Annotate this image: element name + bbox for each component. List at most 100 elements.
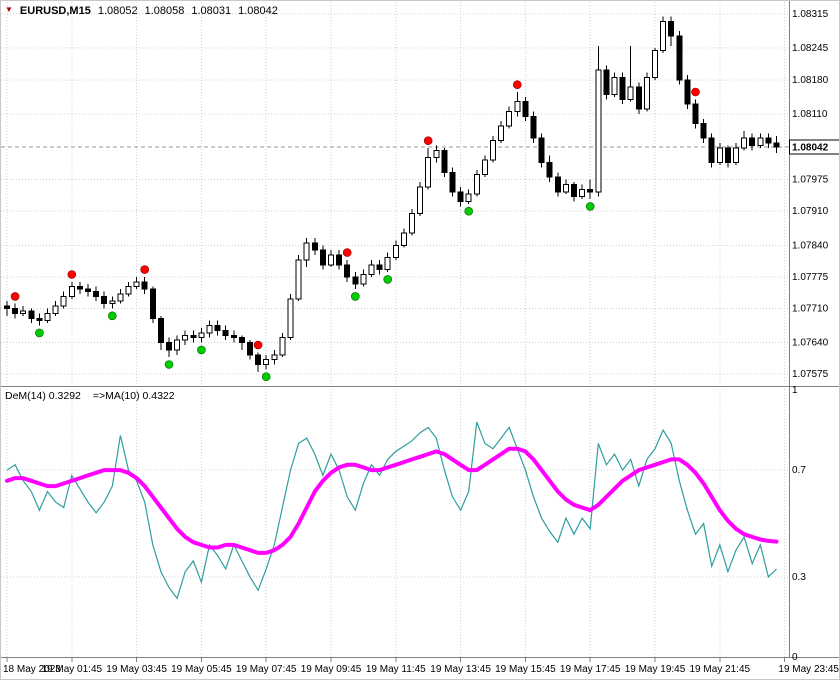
candle-body: [392, 244, 399, 259]
time-axis-label: 19 May 21:45: [689, 664, 750, 675]
candle-body: [522, 101, 529, 117]
candle-body: [700, 123, 707, 139]
candle-body: [384, 257, 391, 271]
candle-body: [109, 300, 116, 305]
signal-dots: [10, 80, 700, 382]
candle-body: [773, 142, 780, 148]
candle-body: [668, 21, 675, 37]
sell-signal-dot: [67, 270, 77, 279]
candle-body: [247, 342, 253, 356]
candle-body: [328, 254, 334, 266]
ma-line: [5, 446, 779, 555]
candle-body: [125, 286, 132, 295]
candle-body: [287, 298, 294, 339]
candle-body: [44, 312, 51, 322]
symbol-marker-icon: ▼: [5, 5, 13, 14]
candle-body: [76, 286, 83, 290]
candle-body: [554, 176, 561, 193]
candle-body: [571, 184, 577, 198]
candle-body: [595, 69, 602, 193]
candle-body: [749, 137, 756, 146]
time-axis-label: 19 May 13:45: [430, 664, 491, 675]
price-axis-label: 1.07710: [792, 304, 829, 315]
symbol-timeframe-label: EURUSD,M15: [19, 5, 91, 17]
candle-body: [214, 325, 221, 331]
candle-body: [352, 276, 359, 285]
candle-body: [457, 191, 464, 203]
candle-body: [4, 305, 10, 310]
candle-body: [538, 137, 545, 164]
candle-body: [643, 76, 650, 110]
sell-signal-dot: [253, 340, 263, 350]
buy-signal-dot: [35, 328, 44, 338]
candle-body: [360, 274, 367, 285]
candle-body: [514, 101, 521, 112]
candle-body: [757, 137, 764, 146]
candle-body: [481, 159, 488, 176]
candle-body: [336, 254, 343, 266]
time-axis-label: 18 May 2023: [3, 664, 61, 675]
candle-body: [295, 259, 302, 300]
candle-body: [660, 21, 667, 52]
candle-body: [579, 188, 586, 198]
buy-signal-dot: [585, 202, 595, 211]
ma-label: =>MA(10) 0.4322: [92, 390, 175, 402]
candle-body: [368, 264, 375, 275]
buy-signal-dot: [383, 275, 393, 284]
candle-body: [530, 115, 537, 139]
candle-body: [465, 193, 472, 202]
candle-body: [12, 308, 19, 314]
sell-signal-dot: [140, 265, 149, 274]
candle-body: [627, 86, 634, 100]
time-axis-label: 19 May 11:45: [366, 664, 426, 675]
candle-body: [433, 149, 440, 159]
candle-body: [157, 317, 164, 344]
time-axis-label: 19 May 15:45: [495, 664, 556, 675]
candle-body: [230, 334, 237, 339]
candle-body: [603, 69, 610, 95]
candle-body: [311, 242, 318, 251]
candle-body: [441, 149, 448, 173]
candle-body: [449, 171, 456, 193]
sell-signal-dot: [423, 136, 433, 145]
open-value: 1.08052: [97, 5, 138, 17]
candle-body: [141, 281, 148, 290]
candle-body: [20, 310, 27, 314]
buy-signal-dot: [197, 345, 206, 355]
candle-body: [635, 86, 642, 110]
candle-body: [765, 137, 772, 144]
current-price-label: 1.08042: [792, 143, 829, 154]
candle-body: [28, 310, 35, 319]
close-value: 1.08042: [238, 5, 278, 17]
time-axis-label: 19 May 03:45: [106, 664, 167, 675]
price-axis-label: 1.08245: [792, 43, 829, 54]
candle-body: [60, 295, 67, 307]
candle-body: [676, 35, 683, 81]
demarker-label: DeM(14) 0.3292: [5, 390, 81, 402]
candle-body: [473, 174, 480, 195]
sell-signal-dot: [691, 87, 700, 97]
candle-body: [716, 147, 723, 164]
price-axis-label: 1.08110: [792, 109, 828, 120]
sell-signal-dot: [512, 80, 522, 89]
candle-body: [174, 339, 181, 351]
sell-signal-dot: [10, 292, 20, 301]
candle-body: [271, 354, 278, 361]
demarker-line: [6, 421, 777, 600]
price-axis-label: 1.07975: [792, 175, 829, 186]
candle-body: [652, 50, 658, 78]
time-axis-label: 19 May 09:45: [301, 664, 362, 675]
time-axis-label: 19 May 01:45: [41, 664, 102, 675]
candle-body: [190, 334, 197, 339]
high-value: 1.08058: [144, 5, 185, 17]
axis-labels: 1.08315 1.08245 1.08180 1.08110 1.07975 1.079…: [3, 9, 839, 675]
gridlines: [1, 2, 789, 657]
buy-signal-dot: [261, 372, 271, 382]
time-axis-label: 19 May 19:45: [625, 664, 686, 675]
candle-body: [263, 359, 270, 366]
indicator-axis-label: 0.3: [792, 572, 806, 583]
low-value: 1.08031: [191, 5, 232, 17]
candle-body: [344, 264, 351, 278]
